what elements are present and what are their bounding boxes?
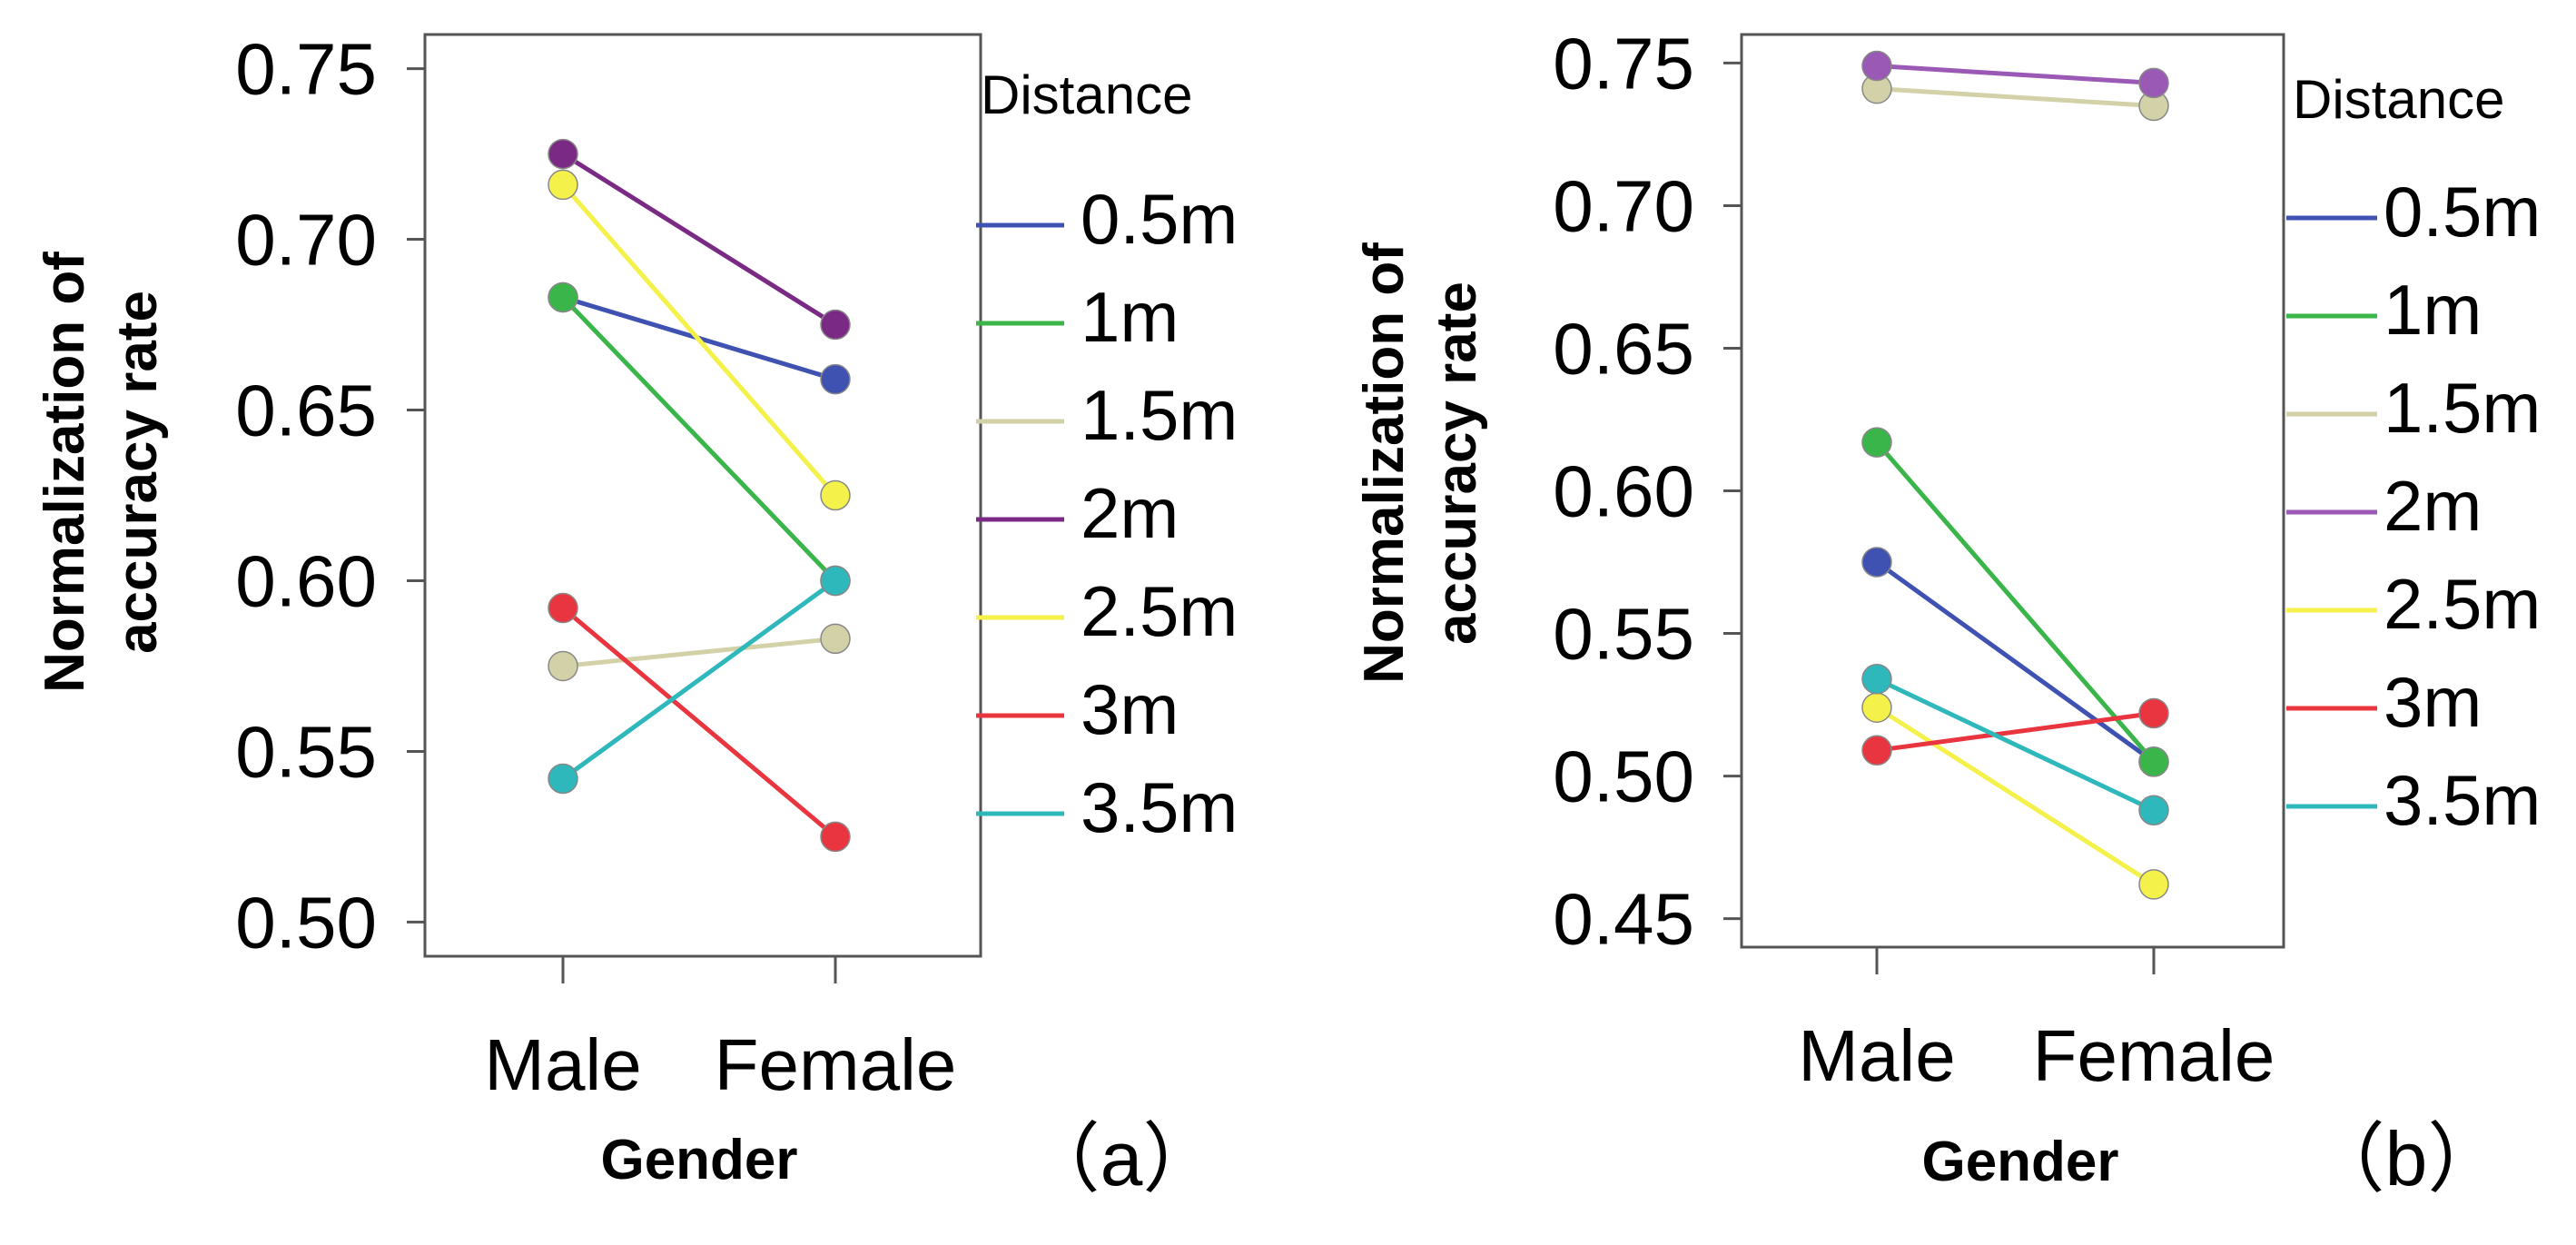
plot-frame bbox=[1740, 33, 2285, 949]
data-point-2m-female bbox=[820, 309, 851, 341]
data-point-0.5m-male bbox=[1861, 547, 1892, 578]
series-line-2m bbox=[1876, 64, 2155, 85]
data-point-3.5m-female bbox=[820, 565, 851, 597]
data-point-1m-male bbox=[1861, 427, 1892, 458]
series-line-1m bbox=[561, 295, 837, 583]
data-point-1m-female bbox=[2138, 746, 2169, 777]
y-tick-label: 0.55 bbox=[1553, 594, 1694, 675]
plot-frame bbox=[423, 33, 982, 958]
x-axis-title: Gender bbox=[600, 1129, 797, 1191]
data-point-2m-male bbox=[548, 138, 578, 170]
y-tick-label: 0.50 bbox=[1553, 736, 1694, 817]
data-point-3.5m-male bbox=[548, 763, 578, 795]
x-axis-title: Gender bbox=[1921, 1131, 2118, 1193]
series-line-1.5m bbox=[562, 636, 836, 668]
data-point-1.5m-female bbox=[820, 623, 851, 655]
series-line-1m bbox=[1875, 440, 2156, 764]
y-tick-label: 0.60 bbox=[235, 540, 377, 621]
data-point-2.5m-male bbox=[548, 169, 578, 201]
legend-label: 0.5m bbox=[2384, 172, 2541, 252]
data-point-2m-female bbox=[2138, 67, 2169, 99]
legend-label: 0.5m bbox=[1081, 179, 1238, 259]
series-line-2m bbox=[561, 152, 837, 327]
y-tick-label: 0.65 bbox=[1553, 308, 1694, 389]
data-point-1.5m-male bbox=[548, 650, 578, 682]
data-point-3m-male bbox=[548, 592, 578, 624]
data-point-2.5m-female bbox=[820, 479, 851, 511]
data-point-3m-female bbox=[820, 821, 851, 853]
series-line-3.5m bbox=[561, 578, 837, 781]
panel-label: （b） bbox=[2309, 1116, 2504, 1201]
series-line-2.5m bbox=[561, 183, 837, 498]
data-point-2.5m-male bbox=[1861, 692, 1892, 723]
legend-label: 2.5m bbox=[2384, 564, 2541, 644]
series-line-0.5m bbox=[1875, 559, 2156, 764]
legend-label: 1m bbox=[1081, 277, 1179, 357]
y-tick-label: 0.45 bbox=[1553, 879, 1694, 960]
y-axis-title: Normalization of bbox=[34, 252, 96, 693]
legend-label: 2.5m bbox=[1081, 571, 1238, 651]
legend-label: 3m bbox=[1081, 669, 1179, 749]
y-axis-title: Normalization of bbox=[1353, 242, 1416, 684]
data-point-1m-male bbox=[548, 282, 578, 313]
panel-label: （a） bbox=[1024, 1116, 1219, 1201]
series-line-2.5m bbox=[1875, 706, 2156, 887]
y-tick-label: 0.75 bbox=[1553, 23, 1694, 104]
legend-label: 3m bbox=[2384, 662, 2482, 742]
data-point-2m-male bbox=[1861, 50, 1892, 82]
x-tick-label: Female bbox=[2033, 1015, 2275, 1096]
x-tick-label: Female bbox=[715, 1024, 957, 1105]
y-tick-label: 0.70 bbox=[1553, 165, 1694, 246]
y-tick-label: 0.70 bbox=[235, 200, 377, 281]
series-line-3m bbox=[561, 606, 837, 839]
legend-label: 3.5m bbox=[2384, 760, 2541, 840]
legend-label: 1m bbox=[2384, 270, 2482, 350]
y-tick-label: 0.75 bbox=[235, 29, 377, 110]
data-point-3.5m-female bbox=[2138, 795, 2169, 825]
legend-title: Distance bbox=[981, 64, 1192, 125]
data-point-3m-female bbox=[2138, 697, 2169, 729]
y-axis-title: accuracy rate bbox=[1426, 282, 1488, 645]
y-axis-title: accuracy rate bbox=[106, 291, 169, 654]
x-tick-label: Male bbox=[484, 1024, 641, 1105]
data-point-0.5m-female bbox=[820, 363, 851, 395]
data-point-2.5m-female bbox=[2138, 869, 2169, 900]
data-point-3.5m-male bbox=[1861, 664, 1892, 695]
legend-label: 3.5m bbox=[1081, 767, 1238, 847]
y-tick-label: 0.65 bbox=[235, 371, 377, 451]
chart-panel-a: 0.50 0.55 0.60 0.65 0.70 0.75 Male Female Normal… bbox=[34, 29, 1238, 1201]
legend-label: 1.5m bbox=[2384, 368, 2541, 448]
y-tick-label: 0.60 bbox=[1553, 451, 1694, 532]
legend-title: Distance bbox=[2293, 69, 2504, 130]
legend-label: 2m bbox=[2384, 466, 2482, 546]
legend-label: 2m bbox=[1081, 473, 1179, 553]
chart-panel-b: 0.45 0.50 0.55 0.60 0.65 0.70 0.75 Male Female No… bbox=[1353, 23, 2541, 1201]
y-tick-label: 0.50 bbox=[235, 882, 377, 963]
x-tick-label: Male bbox=[1798, 1015, 1955, 1096]
legend-label: 1.5m bbox=[1081, 375, 1238, 455]
data-point-3m-male bbox=[1861, 735, 1892, 766]
y-tick-label: 0.55 bbox=[235, 711, 377, 792]
series-line-3.5m bbox=[1875, 677, 2156, 813]
series-line-1.5m bbox=[1876, 86, 2155, 109]
series-line-3m bbox=[1876, 710, 2155, 753]
